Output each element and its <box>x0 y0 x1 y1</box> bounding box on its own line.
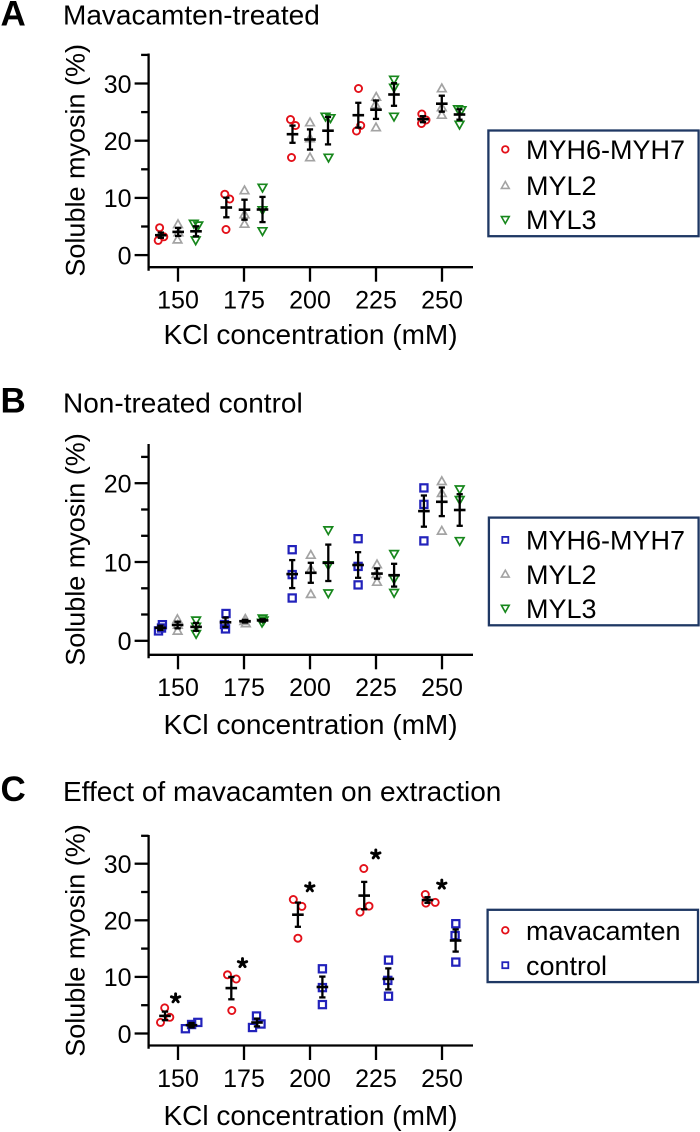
svg-text:MYL3: MYL3 <box>526 205 597 235</box>
svg-text:225: 225 <box>355 287 397 315</box>
svg-text:0: 0 <box>118 1021 132 1049</box>
svg-text:175: 175 <box>223 1065 265 1093</box>
svg-text:MYL2: MYL2 <box>526 560 597 590</box>
svg-text:150: 150 <box>157 1065 199 1093</box>
svg-text:10: 10 <box>104 964 132 992</box>
svg-text:MYL3: MYL3 <box>526 594 597 624</box>
svg-text:Soluble myosin (%): Soluble myosin (%) <box>61 433 91 666</box>
svg-text:30: 30 <box>104 71 132 99</box>
svg-text:250: 250 <box>421 1065 463 1093</box>
svg-text:175: 175 <box>223 287 265 315</box>
svg-text:MYH6-MYH7: MYH6-MYH7 <box>526 526 685 556</box>
svg-text:30: 30 <box>104 851 132 879</box>
svg-text:10: 10 <box>104 185 132 213</box>
svg-text:250: 250 <box>421 287 463 315</box>
svg-text:10: 10 <box>104 549 132 577</box>
svg-text:200: 200 <box>289 287 331 315</box>
svg-text:Soluble myosin (%): Soluble myosin (%) <box>61 824 91 1057</box>
svg-text:200: 200 <box>289 1065 331 1093</box>
svg-text:225: 225 <box>355 1065 397 1093</box>
svg-text:150: 150 <box>157 674 199 702</box>
svg-text:20: 20 <box>104 128 132 156</box>
svg-text:MYH6-MYH7: MYH6-MYH7 <box>526 135 685 165</box>
svg-text:Soluble myosin (%): Soluble myosin (%) <box>61 44 91 277</box>
svg-text:200: 200 <box>289 674 331 702</box>
svg-text:KCl concentration (mM): KCl concentration (mM) <box>163 709 457 740</box>
svg-text:Effect of mavacamten on extrac: Effect of mavacamten on extraction <box>63 776 501 807</box>
svg-text:mavacamten: mavacamten <box>526 916 681 946</box>
svg-text:Mavacamten-treated: Mavacamten-treated <box>63 0 320 31</box>
svg-text:225: 225 <box>355 674 397 702</box>
svg-text:0: 0 <box>118 628 132 656</box>
svg-text:KCl concentration (mM): KCl concentration (mM) <box>163 319 457 350</box>
svg-text:Non-treated control: Non-treated control <box>63 388 303 419</box>
svg-text:20: 20 <box>104 908 132 936</box>
svg-text:20: 20 <box>104 471 132 499</box>
svg-text:0: 0 <box>118 242 132 270</box>
svg-text:control: control <box>526 951 607 981</box>
svg-text:C: C <box>1 770 26 809</box>
svg-text:250: 250 <box>421 674 463 702</box>
svg-text:A: A <box>1 0 26 33</box>
svg-text:B: B <box>1 382 26 421</box>
svg-text:MYL2: MYL2 <box>526 171 597 201</box>
svg-text:150: 150 <box>157 287 199 315</box>
svg-text:KCl concentration (mM): KCl concentration (mM) <box>163 1100 457 1131</box>
svg-text:175: 175 <box>223 674 265 702</box>
